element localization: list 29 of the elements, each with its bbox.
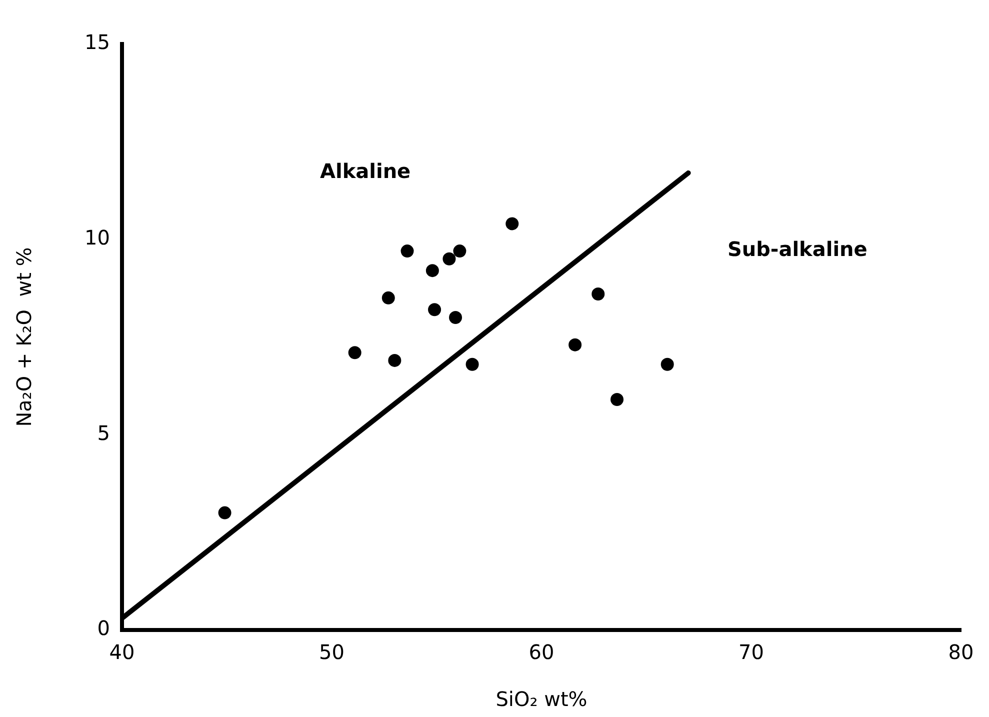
point [466,358,479,371]
annotation: Alkaline [320,159,411,184]
y-tick-label: 0 [97,616,110,640]
point [426,264,439,278]
point [428,303,442,316]
x-tick-label: 40 [109,640,135,664]
x-tick-label: 80 [948,640,974,664]
x-tick-label: 60 [528,640,554,664]
point [453,244,466,258]
point [382,291,395,304]
y-tick-label: 5 [97,420,110,445]
point [610,393,624,406]
y-tick-label: 15 [84,30,110,54]
x-axis-title: SiO₂ wt% [496,687,588,712]
point [568,338,582,352]
point [592,288,605,301]
point [218,506,232,520]
annotation: Sub-alkaline [727,237,868,262]
point [348,346,362,360]
point [506,217,519,230]
point [449,310,462,324]
point [400,244,414,258]
point [660,358,674,371]
x-tick-label: 70 [738,640,764,664]
y-tick-label: 10 [84,226,110,250]
x-tick-label: 50 [319,640,344,664]
point [388,354,402,367]
y-axis-title: Na₂O + K₂O wt % [12,247,36,427]
point [442,252,456,266]
